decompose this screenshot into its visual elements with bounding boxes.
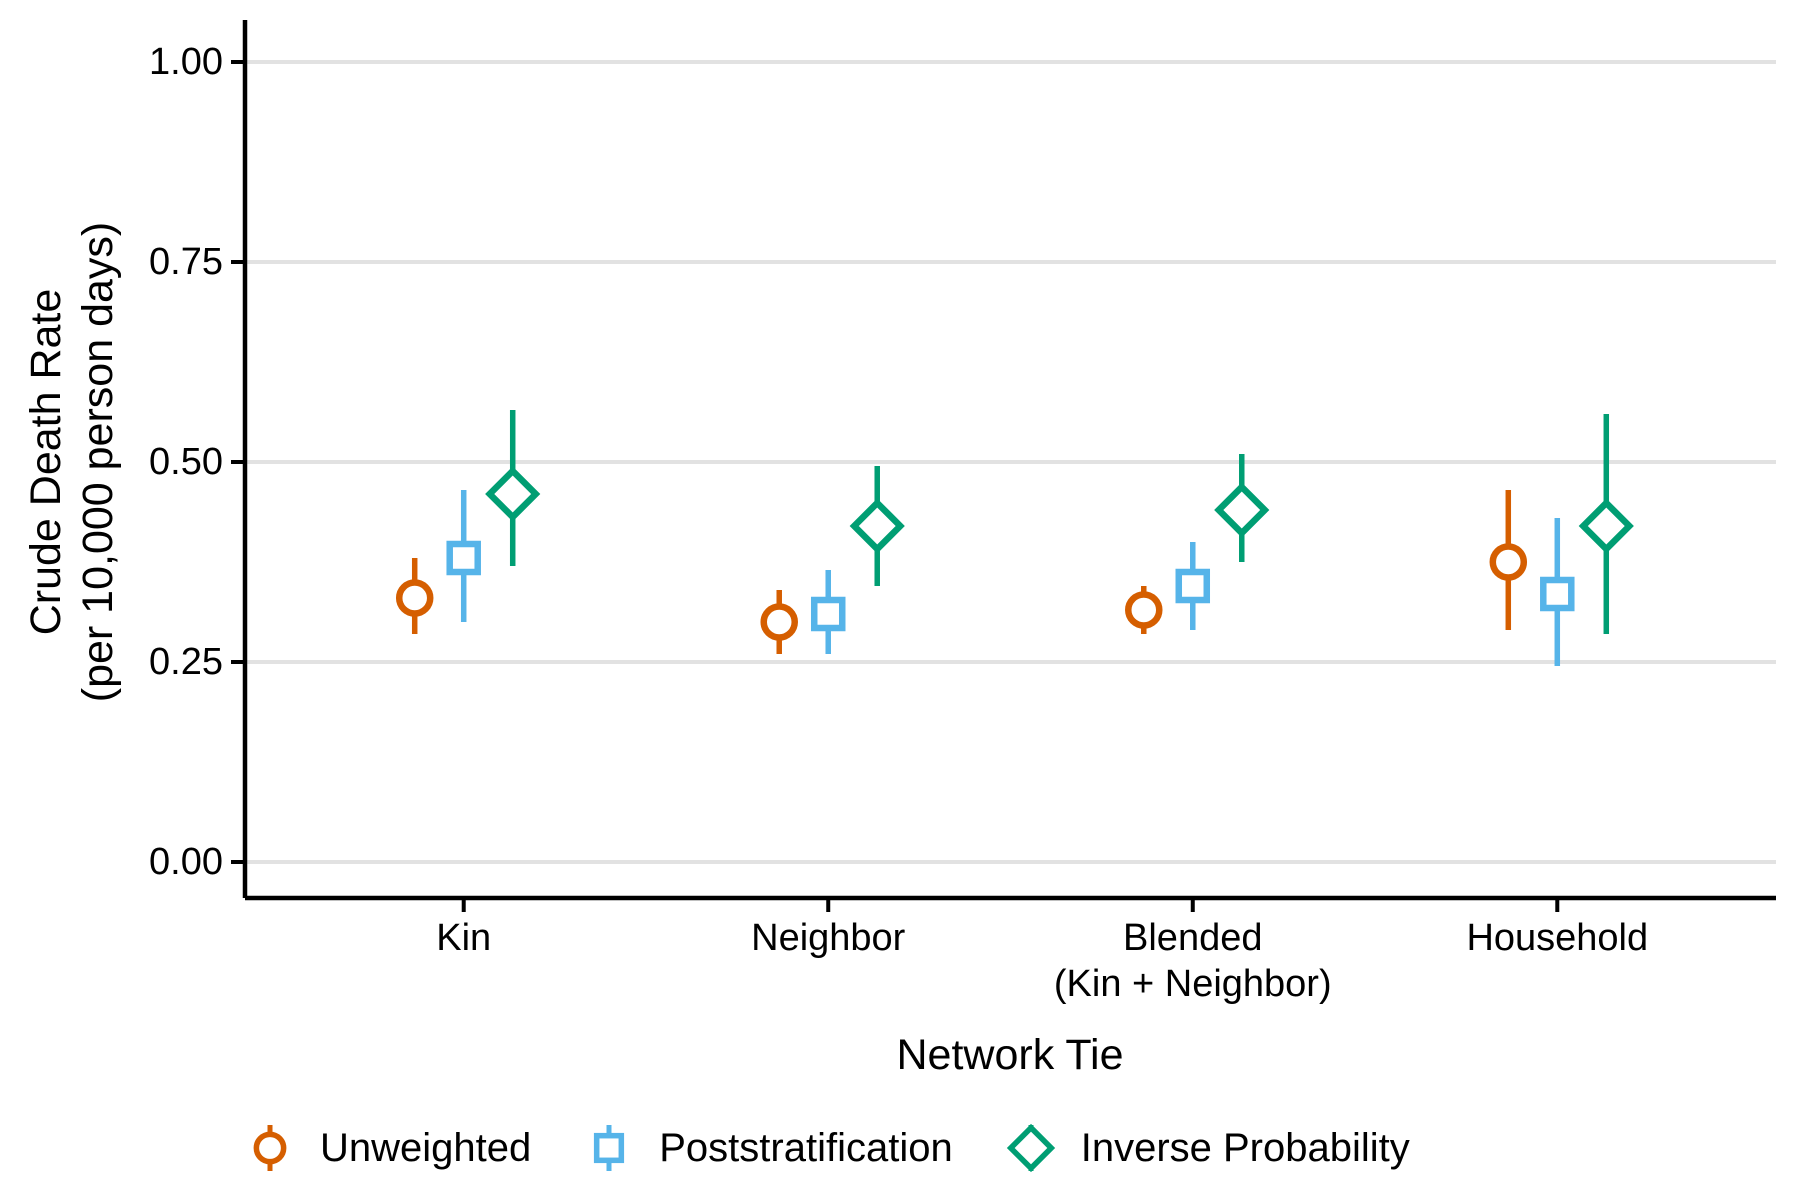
legend-label: Inverse Probability xyxy=(1080,1125,1410,1170)
y-axis-title: Crude Death Rate (per 10,000 person days… xyxy=(20,222,124,702)
x-tick-label: Household xyxy=(1466,917,1648,959)
circle-marker xyxy=(395,579,434,617)
legend: Unweighted Poststratification Inverse Prob… xyxy=(244,1120,1410,1176)
pointrange-inverse-probability-blended-kin-neighbor xyxy=(1214,454,1270,562)
square-marker xyxy=(810,596,846,632)
pointrange-inverse-probability-kin xyxy=(485,410,541,566)
pointrange-unweighted-blended-kin-neighbor xyxy=(1125,586,1163,634)
legend-label: Unweighted xyxy=(320,1125,532,1170)
pointrange-poststratification-neighbor xyxy=(810,570,846,654)
legend-item-inverse-probability: Inverse Probability xyxy=(1005,1120,1410,1176)
square-marker xyxy=(1175,568,1211,604)
poststratification-key-icon xyxy=(594,1125,625,1171)
pointrange-unweighted-kin xyxy=(395,558,434,634)
y-tick-label: 0.25 xyxy=(149,641,223,683)
square-marker xyxy=(1540,576,1575,612)
y-axis-title-line2: (per 10,000 person days) xyxy=(74,221,122,703)
y-tick-label: 0.50 xyxy=(149,441,223,483)
legend-item-unweighted: Unweighted xyxy=(244,1120,531,1176)
diamond-marker xyxy=(1214,482,1270,538)
diamond-marker xyxy=(849,498,905,554)
legend-label: Poststratification xyxy=(659,1125,953,1170)
unweighted-key-icon xyxy=(253,1125,287,1171)
y-tick-label: 1.00 xyxy=(149,41,223,83)
pointrange-unweighted-neighbor xyxy=(760,590,798,654)
y-tick-label: 0.75 xyxy=(149,241,223,283)
x-axis-title: Network Tie xyxy=(896,1031,1124,1079)
y-tick-label: 0.00 xyxy=(149,841,223,883)
diamond-marker xyxy=(485,466,541,522)
y-axis-title-line1: Crude Death Rate xyxy=(22,288,70,636)
diamond-marker xyxy=(1578,498,1634,554)
pointrange-poststratification-kin xyxy=(446,490,481,622)
pointrange-inverse-probability-neighbor xyxy=(849,466,905,586)
x-tick-label: Neighbor xyxy=(751,917,906,959)
pointrange-poststratification-blended-kin-neighbor xyxy=(1175,542,1211,630)
pointrange-unweighted-household xyxy=(1489,490,1528,630)
inverse-probability-key-icon xyxy=(1006,1123,1055,1173)
pointrange-inverse-probability-household xyxy=(1578,414,1634,634)
key-square-marker xyxy=(594,1132,625,1164)
key-diamond-marker xyxy=(1006,1123,1055,1173)
key-circle-marker xyxy=(253,1131,287,1165)
pointrange-poststratification-household xyxy=(1540,518,1575,666)
x-tick-label: Kin xyxy=(436,917,491,959)
circle-marker xyxy=(1489,543,1528,581)
x-tick-label: Blended (Kin + Neighbor) xyxy=(1054,917,1332,1005)
circle-marker xyxy=(760,603,798,641)
square-marker xyxy=(446,540,481,576)
circle-marker xyxy=(1125,591,1163,629)
legend-item-poststratification: Poststratification xyxy=(583,1120,953,1176)
